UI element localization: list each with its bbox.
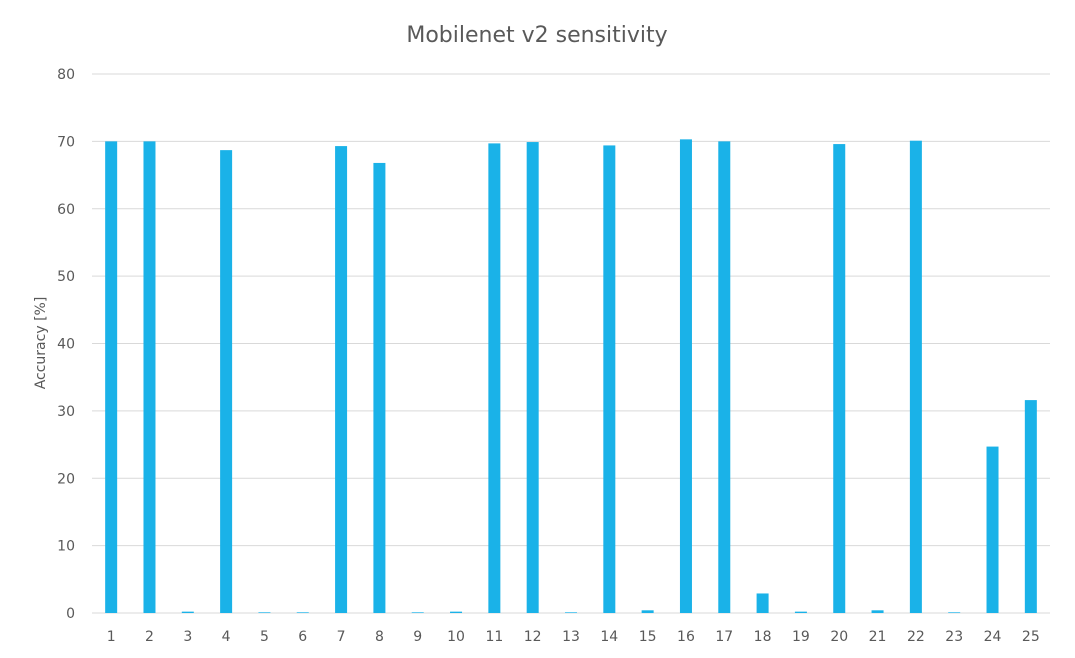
x-tick-label: 9	[413, 629, 422, 645]
bar-13	[565, 612, 577, 613]
x-tick-label: 12	[524, 629, 542, 645]
x-tick-label: 5	[260, 629, 269, 645]
bar-12	[526, 142, 539, 613]
y-tick-label: 50	[57, 269, 75, 285]
bar-8	[373, 162, 386, 613]
bar-17	[718, 141, 731, 613]
bar-25	[1024, 400, 1037, 613]
x-tick-label: 18	[754, 629, 772, 645]
x-tick-labels: 1 2 3 4 5 6 7 8 9 10 11 12 13 14 15 16 17 18 19 20 21 22 23 24 2…	[107, 629, 1040, 645]
y-tick-label: 70	[57, 134, 75, 150]
bar-5	[258, 612, 271, 613]
y-tick-label: 80	[57, 67, 75, 83]
x-tick-label: 11	[485, 629, 503, 645]
x-tick-label: 23	[945, 629, 963, 645]
bar-15	[641, 610, 654, 613]
bar-10	[450, 611, 463, 613]
bar-4	[220, 150, 233, 614]
x-tick-label: 16	[677, 629, 695, 645]
chart-title: Mobilenet v2 sensitivity	[406, 23, 667, 48]
x-tick-label: 8	[375, 629, 384, 645]
x-tick-label: 24	[984, 629, 1002, 645]
x-tick-label: 1	[107, 629, 116, 645]
x-tick-label: 22	[907, 629, 925, 645]
bar-16	[679, 139, 692, 613]
bar-6	[296, 612, 309, 613]
x-tick-label: 14	[600, 629, 618, 645]
x-tick-label: 10	[447, 629, 465, 645]
x-tick-label: 20	[830, 629, 848, 645]
bar-23	[948, 612, 961, 613]
bar-2	[143, 141, 156, 613]
x-tick-label: 2	[145, 629, 154, 645]
y-tick-label: 30	[57, 404, 75, 420]
bar-22	[909, 140, 922, 614]
x-tick-label: 15	[639, 629, 657, 645]
y-tick-label: 10	[57, 539, 75, 555]
x-tick-label: 4	[222, 629, 231, 645]
gridlines	[92, 73, 1050, 614]
x-tick-label: 17	[715, 629, 733, 645]
bar-9	[411, 612, 424, 613]
x-tick-label: 7	[337, 629, 346, 645]
bar-11	[488, 143, 501, 614]
y-tick-labels: 0 10 20 30 40 50 60 70 80	[57, 67, 75, 622]
x-tick-label: 13	[562, 629, 580, 645]
y-axis-label: Accuracy [%]	[33, 297, 49, 390]
x-tick-label: 19	[792, 629, 810, 645]
bar-1	[105, 141, 118, 613]
bars	[105, 139, 1037, 614]
bar-19	[794, 611, 807, 613]
bar-14	[603, 145, 616, 614]
y-tick-label: 20	[57, 471, 75, 487]
y-tick-label: 0	[66, 606, 75, 622]
x-tick-label: 6	[298, 629, 307, 645]
bar-3	[181, 611, 194, 613]
bar-18	[756, 593, 769, 613]
x-tick-label: 3	[183, 629, 192, 645]
bar-7	[335, 146, 348, 613]
y-tick-label: 40	[57, 337, 75, 353]
x-tick-label: 25	[1022, 629, 1040, 645]
y-tick-label: 60	[57, 202, 75, 218]
x-tick-label: 21	[869, 629, 887, 645]
bar-20	[833, 144, 846, 613]
bar-21	[871, 610, 884, 613]
bar-24	[986, 446, 999, 613]
